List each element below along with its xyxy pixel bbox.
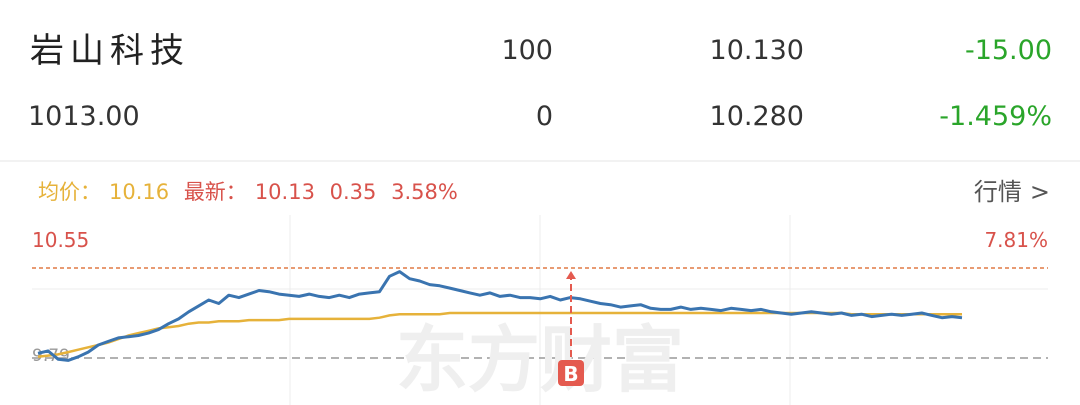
- stock-name[interactable]: 岩山科技: [30, 31, 190, 71]
- change-value: -15.00: [964, 35, 1052, 66]
- quote-detail-link[interactable]: 行情 >: [974, 175, 1050, 209]
- y-max-label: 10.55: [32, 228, 89, 252]
- avg-value: 10.16: [109, 180, 170, 204]
- y-max-pct-label: 7.81%: [984, 228, 1048, 252]
- chevron-right-icon: >: [1029, 178, 1050, 206]
- change-amount: 0.35: [329, 180, 377, 204]
- volume-secondary-value: 0: [535, 101, 553, 132]
- watermark-logo: 东方财富: [396, 318, 684, 402]
- quote-detail-label: 行情: [973, 178, 1022, 206]
- quote-row-primary: 岩山科技 100 10.130 -15.00: [0, 26, 1080, 76]
- intraday-chart[interactable]: 东方财富 10.55 7.81% 9.79 B: [0, 215, 1080, 405]
- chart-info-bar: 均价： 10.16 最新： 10.13 0.35 3.58%: [38, 175, 466, 209]
- volume-value: 100: [501, 35, 553, 66]
- amount-value: 1013.00: [28, 101, 140, 132]
- last-value: 10.13: [254, 180, 315, 204]
- chart-grid: [32, 215, 1048, 405]
- avg-label: 均价：: [38, 180, 101, 204]
- price-secondary-value: 10.280: [709, 101, 804, 132]
- section-divider: [0, 160, 1080, 162]
- buy-marker[interactable]: B: [558, 271, 584, 386]
- price-value: 10.130: [709, 35, 804, 66]
- last-label: 最新：: [183, 180, 247, 204]
- buy-marker-badge: [558, 360, 584, 386]
- change-percent-value: -1.459%: [939, 101, 1052, 132]
- price-line: [37, 270, 963, 362]
- quote-row-secondary: 1013.00 0 10.280 -1.459%: [0, 92, 1080, 142]
- change-percent: 3.58%: [391, 180, 458, 204]
- buy-marker-label: B: [563, 362, 578, 386]
- buy-marker-arrow: [566, 271, 576, 279]
